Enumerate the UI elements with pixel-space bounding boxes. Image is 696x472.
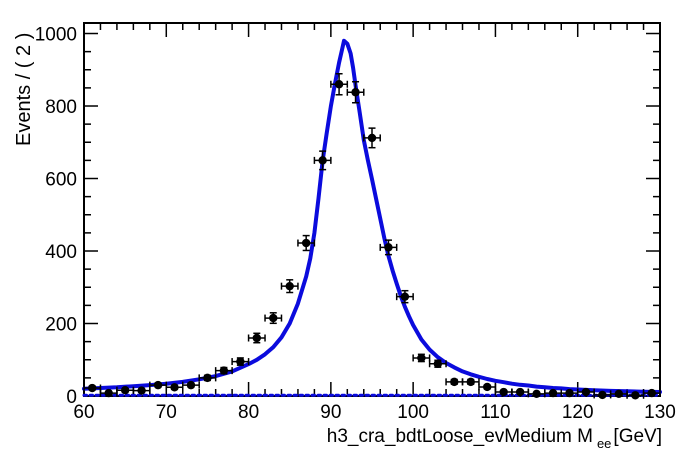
data-point-marker [598,390,607,400]
data-point-marker [186,380,196,390]
data-point-marker [318,156,327,165]
x-axis-title-main: h3_cra_bdtLoose_evMedium M [326,426,593,447]
y-tick-label: 1000 [35,25,77,46]
data-point-marker [88,383,97,393]
x-tick-label: 130 [644,402,676,423]
data-point-marker [170,383,179,392]
x-tick-label: 80 [238,402,259,423]
data-point-marker [417,353,426,363]
y-tick-label: 600 [45,170,77,191]
data-point-marker [647,388,656,398]
data-point-marker [532,389,541,399]
data-point-marker [301,238,311,248]
x-tick-label: 60 [73,402,94,423]
data-point-marker [433,359,443,368]
data-point-marker [104,388,113,398]
data-point-marker [614,389,624,399]
y-tick-label: 0 [66,387,77,408]
y-tick-label: 800 [45,97,77,118]
data-point-marker [219,366,229,375]
data-point-marker [120,386,130,395]
data-point-marker [400,292,410,301]
data-point-marker [515,387,525,397]
x-tick-label: 90 [320,402,341,423]
total-fit-curve [82,38,662,394]
plot-frame [83,22,661,397]
data-point-marker [466,377,475,387]
y-tick-label: 200 [45,315,77,336]
data-point-marker [548,388,558,398]
data-point-marker [450,377,459,387]
data-point-marker [334,80,344,89]
data-point-marker [153,380,163,390]
data-point-marker [285,281,294,291]
x-axis-title-units: [GeV] [613,426,662,447]
data-point-marker [483,382,492,392]
x-axis-title-subscript: ee [596,436,612,451]
x-tick-label: 70 [156,402,177,423]
data-point-marker [252,333,261,343]
data-point-marker [367,133,377,143]
y-axis-title: Events / ( 2 ) [13,32,35,146]
data-point-marker [384,243,393,252]
data-point-marker [203,373,212,383]
x-tick-label: 100 [397,402,429,423]
data-point-marker [631,391,640,400]
data-point-marker [137,386,146,395]
y-tick-label: 400 [45,242,77,263]
data-point-marker [351,88,360,97]
data-point-marker [269,313,278,323]
x-tick-label: 110 [480,402,510,423]
x-tick-label: 120 [562,402,594,423]
data-point-marker [499,387,508,397]
data-point-marker [581,387,591,397]
data-point-marker [565,388,574,398]
data-point-marker [236,357,245,366]
